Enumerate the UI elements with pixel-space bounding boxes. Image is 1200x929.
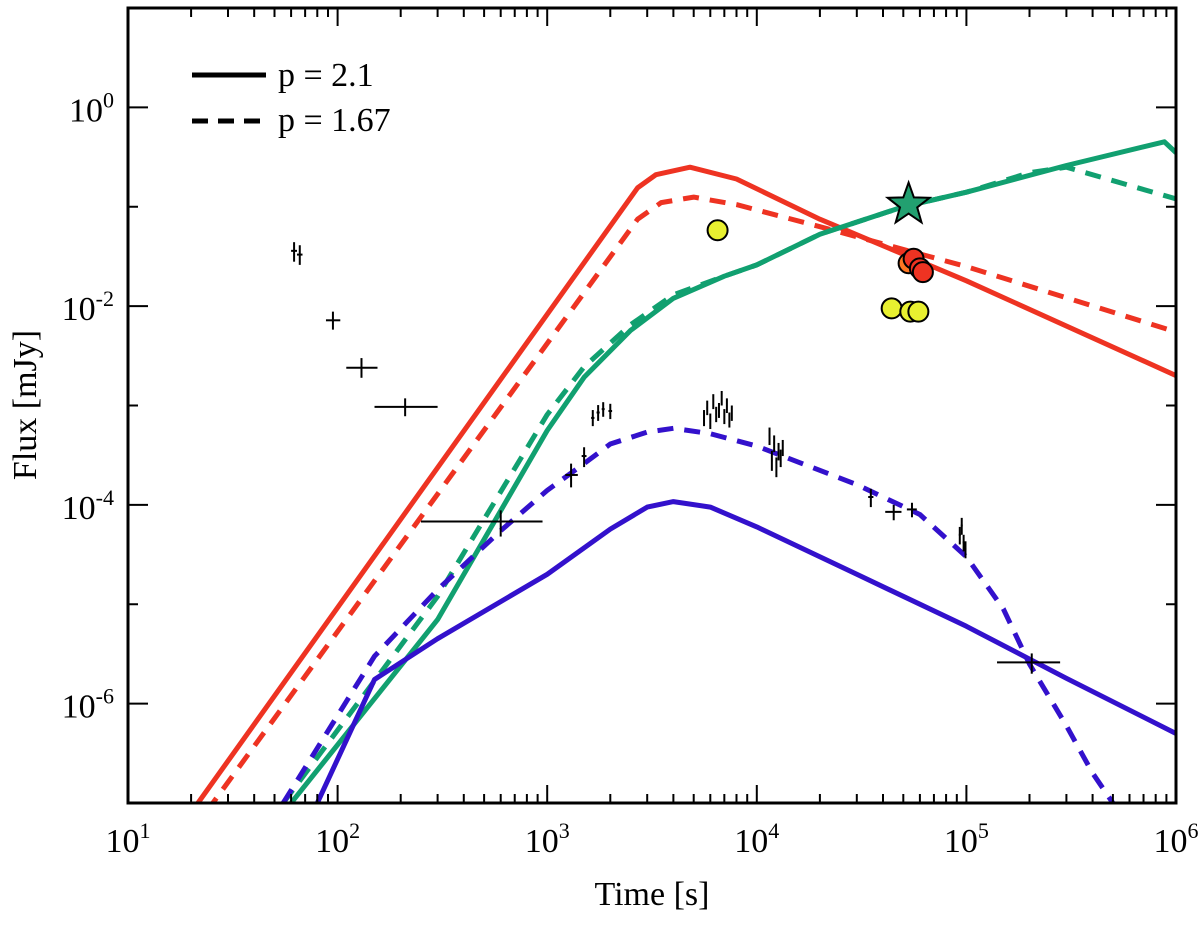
xray-point-35 xyxy=(962,534,965,552)
xray-point-22 xyxy=(730,405,733,421)
y-tick-label-3: 100 xyxy=(69,87,114,129)
y-axis-title: Flux [mJy] xyxy=(7,330,44,480)
xray-point-28 xyxy=(779,449,782,468)
x-tick-exp: 4 xyxy=(768,818,779,843)
x-tick-exp: 5 xyxy=(978,818,989,843)
xray-point-24 xyxy=(770,450,773,471)
xray-point-7 xyxy=(581,447,587,468)
xray-point-1 xyxy=(296,245,303,265)
series-line-1 xyxy=(209,194,1176,803)
xray-point-36 xyxy=(964,541,967,559)
marker-star-8 xyxy=(884,179,933,225)
xray-point-5 xyxy=(421,510,543,537)
x-tick-base: 10 xyxy=(734,823,768,860)
y-tick-label-0: 10-6 xyxy=(62,684,114,726)
x-tick-label-0: 101 xyxy=(106,818,151,860)
xray-point-20 xyxy=(725,398,728,414)
axis-ticks xyxy=(127,7,1177,804)
xray-point-37 xyxy=(997,653,1061,674)
xray-point-31 xyxy=(885,504,902,521)
xray-point-29 xyxy=(781,439,784,457)
xray-point-16 xyxy=(715,406,718,423)
xray-point-13 xyxy=(706,400,709,416)
series-line-0 xyxy=(194,164,1176,803)
x-tick-label-4: 105 xyxy=(944,818,989,860)
marker-circle-7 xyxy=(911,261,934,284)
x-tick-base: 10 xyxy=(1154,823,1188,860)
y-tick-label-2: 10-2 xyxy=(62,286,114,328)
xray-point-2 xyxy=(325,311,341,330)
y-tick-base: 10 xyxy=(69,92,103,129)
series-line-3 xyxy=(281,164,1176,803)
y-tick-label-1: 10-4 xyxy=(62,485,114,527)
optical-markers xyxy=(706,179,934,323)
xray-point-33 xyxy=(958,526,961,545)
xray-point-12 xyxy=(703,410,706,427)
x-tick-base: 10 xyxy=(525,823,559,860)
y-tick-base: 10 xyxy=(62,291,96,328)
x-tick-base: 10 xyxy=(944,823,978,860)
y-tick-base: 10 xyxy=(62,689,96,726)
xray-point-21 xyxy=(728,412,731,428)
x-tick-exp: 2 xyxy=(349,818,360,843)
xray-point-10 xyxy=(601,402,605,417)
series-line-2 xyxy=(289,139,1176,803)
xray-point-15 xyxy=(712,394,715,410)
x-tick-exp: 3 xyxy=(559,818,570,843)
xray-point-3 xyxy=(346,358,378,378)
xray-point-11 xyxy=(608,403,613,420)
xray-point-14 xyxy=(709,413,712,430)
legend-label-solid: p = 2.1 xyxy=(278,57,374,94)
y-tick-exp: -2 xyxy=(96,286,114,311)
y-tick-base: 10 xyxy=(62,490,96,527)
marker-circle-0 xyxy=(706,219,729,242)
x-tick-label-2: 103 xyxy=(525,818,570,860)
series-line-5 xyxy=(281,425,1115,803)
xray-point-23 xyxy=(768,427,771,446)
xray-point-26 xyxy=(775,457,778,478)
xray-point-27 xyxy=(777,442,780,461)
xray-point-9 xyxy=(596,405,600,421)
legend: p = 2.1 p = 1.67 xyxy=(192,57,391,139)
marker-circle-1 xyxy=(880,297,903,320)
xray-point-32 xyxy=(906,502,917,518)
y-tick-exp: -4 xyxy=(96,485,114,510)
x-tick-label-5: 106 xyxy=(1154,818,1199,860)
xray-point-0 xyxy=(291,242,297,262)
x-tick-exp: 6 xyxy=(1188,818,1199,843)
xray-point-25 xyxy=(773,435,776,453)
x-tick-base: 10 xyxy=(106,823,140,860)
series-line-4 xyxy=(315,499,1176,803)
xray-data-points xyxy=(291,242,1061,674)
xray-point-34 xyxy=(960,517,963,535)
xray-point-30 xyxy=(868,488,874,508)
marker-circle-3 xyxy=(907,300,930,323)
xray-point-17 xyxy=(717,402,720,418)
y-tick-exp: -6 xyxy=(96,684,114,709)
model-curves xyxy=(194,139,1176,803)
x-axis-title: Time [s] xyxy=(595,876,710,913)
y-tick-exp: 0 xyxy=(103,87,114,112)
xray-point-6 xyxy=(565,463,578,488)
legend-label-dashed: p = 1.67 xyxy=(278,102,391,139)
xray-point-4 xyxy=(374,398,438,417)
x-tick-base: 10 xyxy=(315,823,349,860)
x-tick-label-1: 102 xyxy=(315,818,360,860)
xray-point-18 xyxy=(720,390,723,406)
xray-point-19 xyxy=(723,409,726,425)
x-tick-exp: 1 xyxy=(140,818,151,843)
xray-point-8 xyxy=(591,410,595,427)
x-tick-label-3: 104 xyxy=(734,818,779,860)
